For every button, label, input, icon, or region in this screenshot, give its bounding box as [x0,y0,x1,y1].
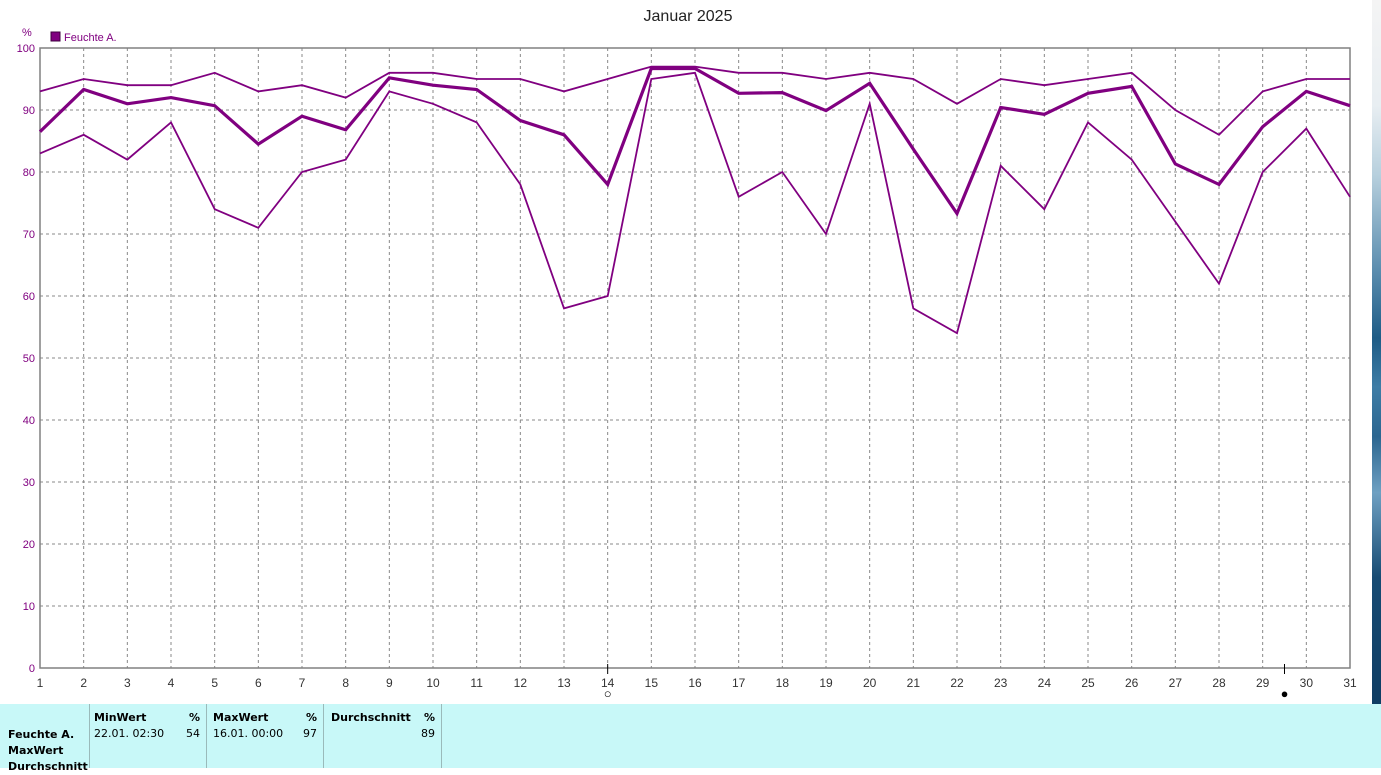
statistics-panel: Feuchte A. MaxWert Durchschnitt MinWert … [0,704,1381,773]
y-unit-label: % [22,27,32,39]
x-tick-label: 21 [907,676,921,690]
x-tick-label: 26 [1125,676,1139,690]
stats-value: 97 [303,727,317,740]
x-tick-label: 18 [776,676,790,690]
series-line [39,65,1350,136]
y-tick-label: 90 [23,105,35,117]
chart-title: Januar 2025 [644,8,733,25]
x-tick-label: 1 [37,676,44,690]
y-tick-label: 30 [23,477,35,489]
stats-value: 89 [421,727,435,740]
stats-row-label: Feuchte A. [8,728,75,741]
x-tick-label: 9 [386,676,393,690]
y-tick-label: 80 [23,167,35,179]
series-line [38,66,1351,217]
x-tick-label: 30 [1300,676,1314,690]
y-tick-label: 60 [23,291,35,303]
x-axis-ticks: 1 2 3 4 5 6 7 8 9 10 11 12 13 14 15 16 17 18 19 20 21 22 23 24 2… [37,676,1357,690]
grid-lines [40,48,1350,668]
x-tick-label: 14 [601,676,615,690]
x-tick-label: 11 [470,676,483,690]
x-tick-label: 8 [342,676,349,690]
stats-datetime: 22.01. 02:30 [94,727,165,740]
stats-col-max: MaxWert % 16.01. 00:00 97 [206,704,323,768]
stats-col-unit: % [423,711,435,724]
x-tick-label: 10 [426,676,440,690]
stats-col-header: MinWert [94,711,147,724]
moon-markers: ○ ● [604,664,1289,701]
x-tick-label: 22 [950,676,964,690]
x-tick-label: 19 [819,676,833,690]
y-tick-label: 50 [23,353,35,365]
legend-label: Feuchte A. [64,32,117,44]
x-tick-label: 3 [124,676,131,690]
y-tick-label: 0 [29,663,35,675]
series-line [39,71,1351,335]
x-tick-label: 27 [1169,676,1183,690]
stats-datetime: 16.01. 00:00 [213,727,284,740]
humidity-chart: Januar 2025 % Feuchte A. 010203040506070… [17,8,1357,701]
moon-phase-marker: ● [1281,686,1289,701]
stats-col-unit: % [305,711,317,724]
stats-col-header: Durchschnitt [331,711,411,724]
x-tick-label: 13 [557,676,571,690]
y-tick-label: 20 [23,539,35,551]
x-tick-label: 23 [994,676,1008,690]
stats-col-unit: % [188,711,200,724]
x-tick-label: 4 [168,676,175,690]
plot-frame [39,47,1351,669]
x-tick-label: 25 [1081,676,1095,690]
stats-col-avg: Durchschnitt % 89 [323,704,442,768]
x-tick-label: 17 [732,676,746,690]
stats-value: 54 [186,727,200,740]
stats-row-label: MaxWert [8,744,64,757]
y-tick-label: 70 [23,229,35,241]
x-tick-label: 31 [1343,676,1357,690]
desktop-background-strip [1372,0,1381,704]
y-axis-ticks: 0 10 20 30 40 50 60 70 80 90 100 [17,43,35,675]
x-tick-label: 24 [1038,676,1052,690]
y-tick-label: 40 [23,415,35,427]
y-tick-label: 100 [17,43,35,55]
x-tick-label: 6 [255,676,262,690]
x-tick-label: 7 [299,676,306,690]
x-tick-label: 28 [1212,676,1226,690]
stats-col-header: MaxWert [213,711,269,724]
stats-col-min: MinWert % 22.01. 02:30 54 [89,704,206,768]
stats-row-label: Durchschnitt [8,760,88,773]
x-tick-label: 15 [645,676,659,690]
x-tick-label: 5 [211,676,218,690]
series-lines [38,65,1351,335]
x-tick-label: 29 [1256,676,1270,690]
x-tick-label: 12 [514,676,528,690]
x-tick-label: 2 [80,676,87,690]
y-tick-label: 10 [23,601,35,613]
legend-swatch [50,31,61,42]
x-tick-label: 16 [688,676,702,690]
x-tick-label: 20 [863,676,877,690]
moon-phase-marker: ○ [604,686,612,701]
